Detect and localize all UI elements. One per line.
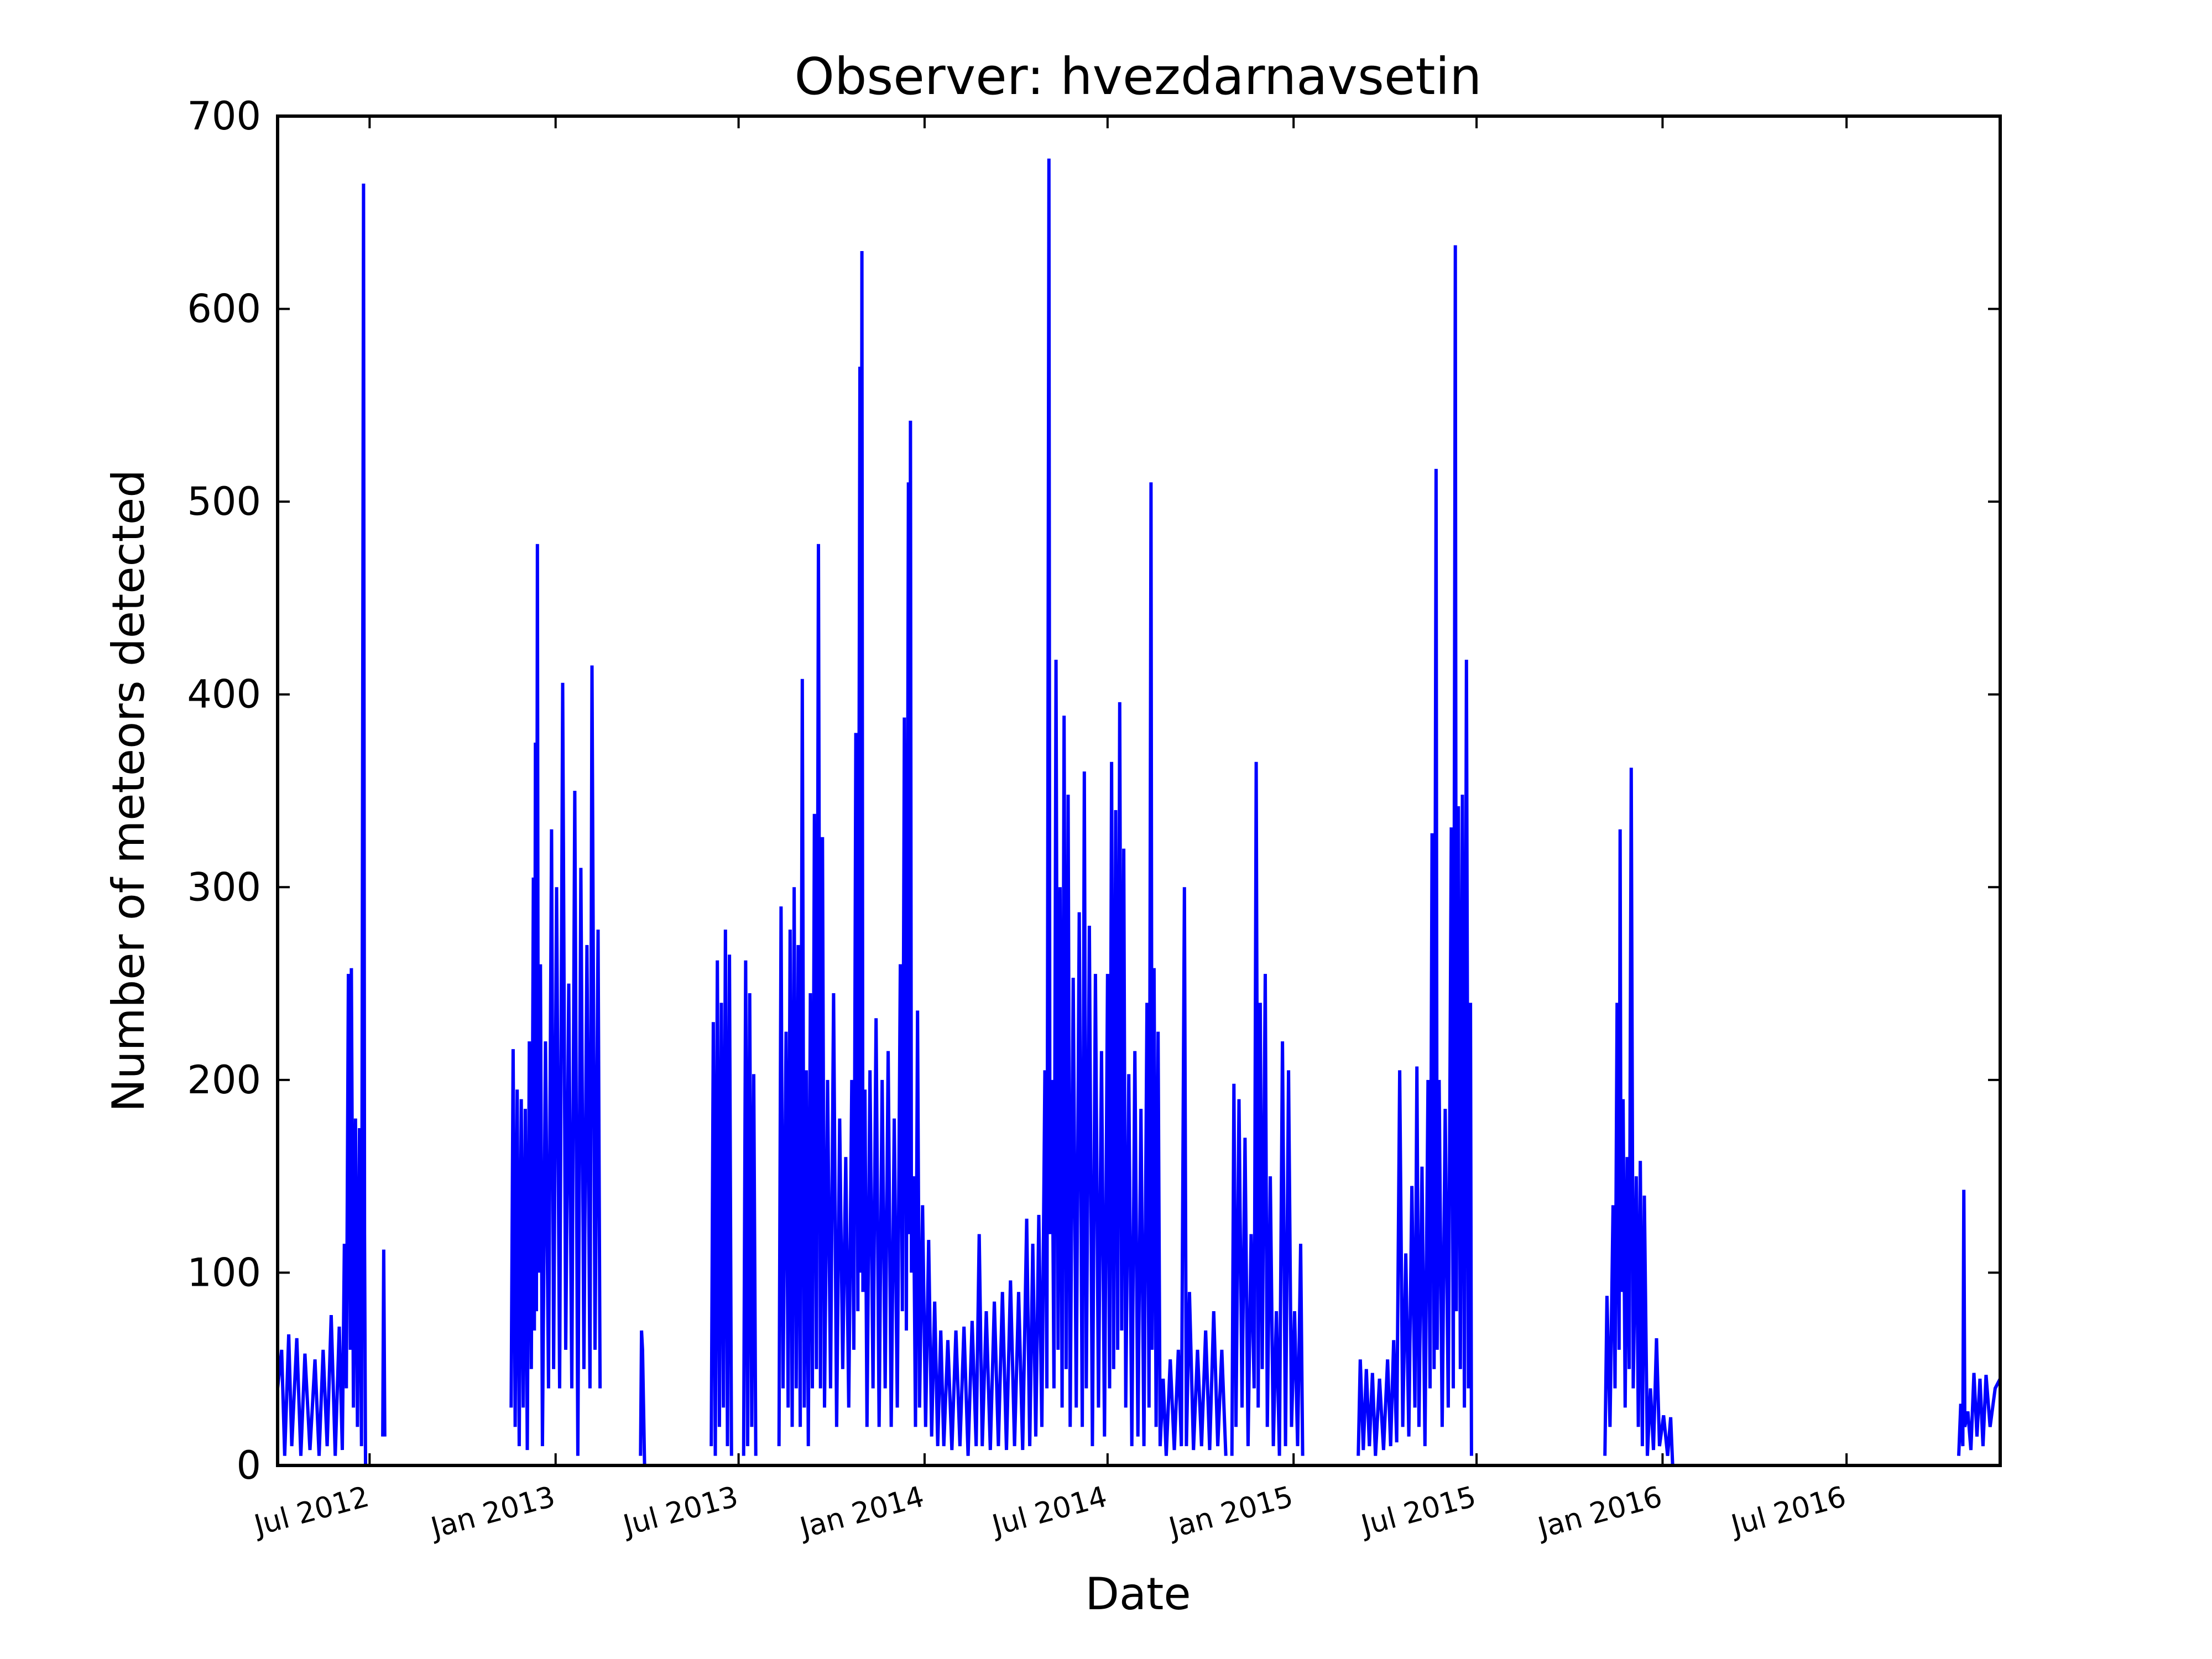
series-line-segment [381, 1249, 387, 1437]
x-axis-label: Date [1085, 1568, 1191, 1620]
series-layer [276, 158, 2002, 1466]
series-line-segment [639, 1330, 646, 1466]
y-axis-label: Number of meteors detected [103, 469, 154, 1112]
series-line-segment [742, 960, 758, 1456]
y-tick-label: 400 [187, 672, 261, 717]
y-tick-label: 200 [187, 1057, 261, 1103]
series-line-segment [1357, 245, 1473, 1456]
y-tick-label: 600 [187, 286, 261, 332]
plot-frame [276, 114, 2002, 1467]
series-line-segment [777, 158, 1228, 1456]
series-line-segment [1230, 761, 1305, 1456]
series-line-segment [276, 183, 367, 1466]
y-axis: 0 100 200 300 400 500 600 700 [187, 93, 2000, 1488]
series-line-segment [1957, 1190, 2002, 1456]
y-tick-label: 100 [187, 1250, 261, 1295]
y-tick-label: 0 [236, 1443, 261, 1488]
series-line-segment [709, 929, 733, 1456]
chart-title: Observer: hvezdarnavsetin [795, 47, 1482, 106]
series-line-segment [509, 544, 602, 1456]
y-tick-label: 300 [187, 864, 261, 910]
y-tick-label: 700 [187, 93, 261, 139]
series-line-segment [1603, 768, 1674, 1466]
y-tick-label: 500 [187, 479, 261, 524]
